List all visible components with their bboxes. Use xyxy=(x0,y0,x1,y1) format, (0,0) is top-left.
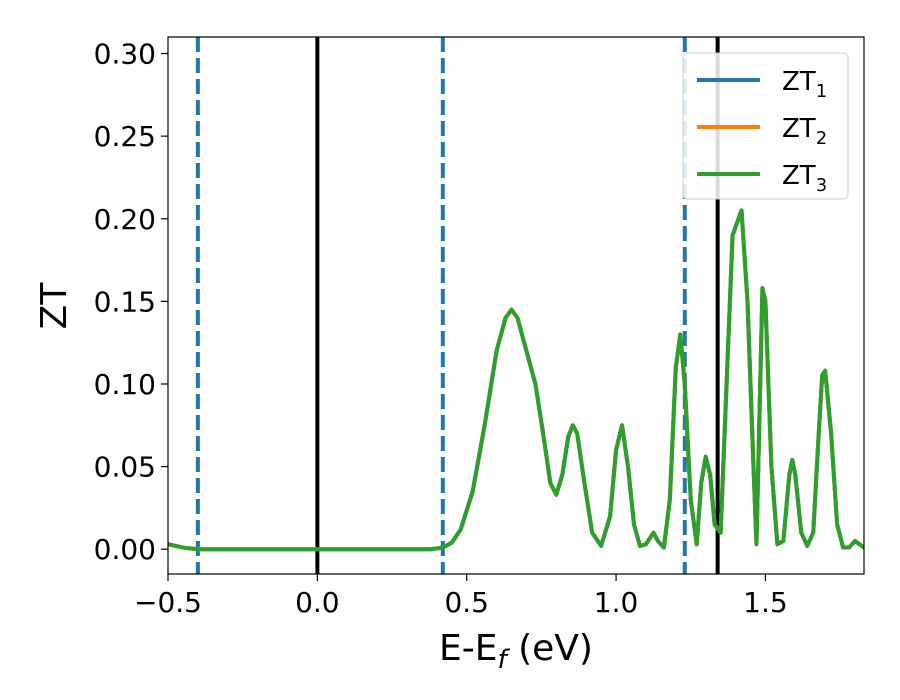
y-axis: 0.00 0.05 0.10 0.15 0.20 0.25 0.30 xyxy=(94,38,168,566)
legend-label-1: ZT1 xyxy=(782,67,827,102)
y-tick-label: 0.30 xyxy=(94,38,156,71)
legend-label-3: ZT3 xyxy=(782,161,827,196)
x-tick-label: 0.0 xyxy=(295,586,340,619)
legend-box xyxy=(682,52,849,200)
x-tick-label: 0.5 xyxy=(444,586,489,619)
x-tick-label: 1.0 xyxy=(594,586,639,619)
x-axis: −0.5 0.0 0.5 1.0 1.5 xyxy=(134,574,788,619)
y-tick-label: 0.25 xyxy=(94,120,156,153)
y-axis-label: ZT xyxy=(34,282,75,330)
series-line-3 xyxy=(168,208,864,552)
y-tick-label: 0.15 xyxy=(94,285,156,318)
y-tick-label: 0.10 xyxy=(94,368,156,401)
x-tick-label: −0.5 xyxy=(134,586,202,619)
reference-lines xyxy=(195,37,720,574)
y-tick-label: 0.20 xyxy=(94,203,156,236)
y-tick-label: 0.00 xyxy=(94,533,156,566)
x-axis-label: E-Ef (eV) xyxy=(439,628,593,675)
y-tick-label: 0.05 xyxy=(94,451,156,484)
legend-label-2: ZT2 xyxy=(782,114,827,149)
x-tick-label: 1.5 xyxy=(743,586,788,619)
legend: ZT1 ZT2 ZT3 xyxy=(682,52,849,200)
plot-frame xyxy=(167,36,865,575)
series-layer xyxy=(168,208,864,552)
